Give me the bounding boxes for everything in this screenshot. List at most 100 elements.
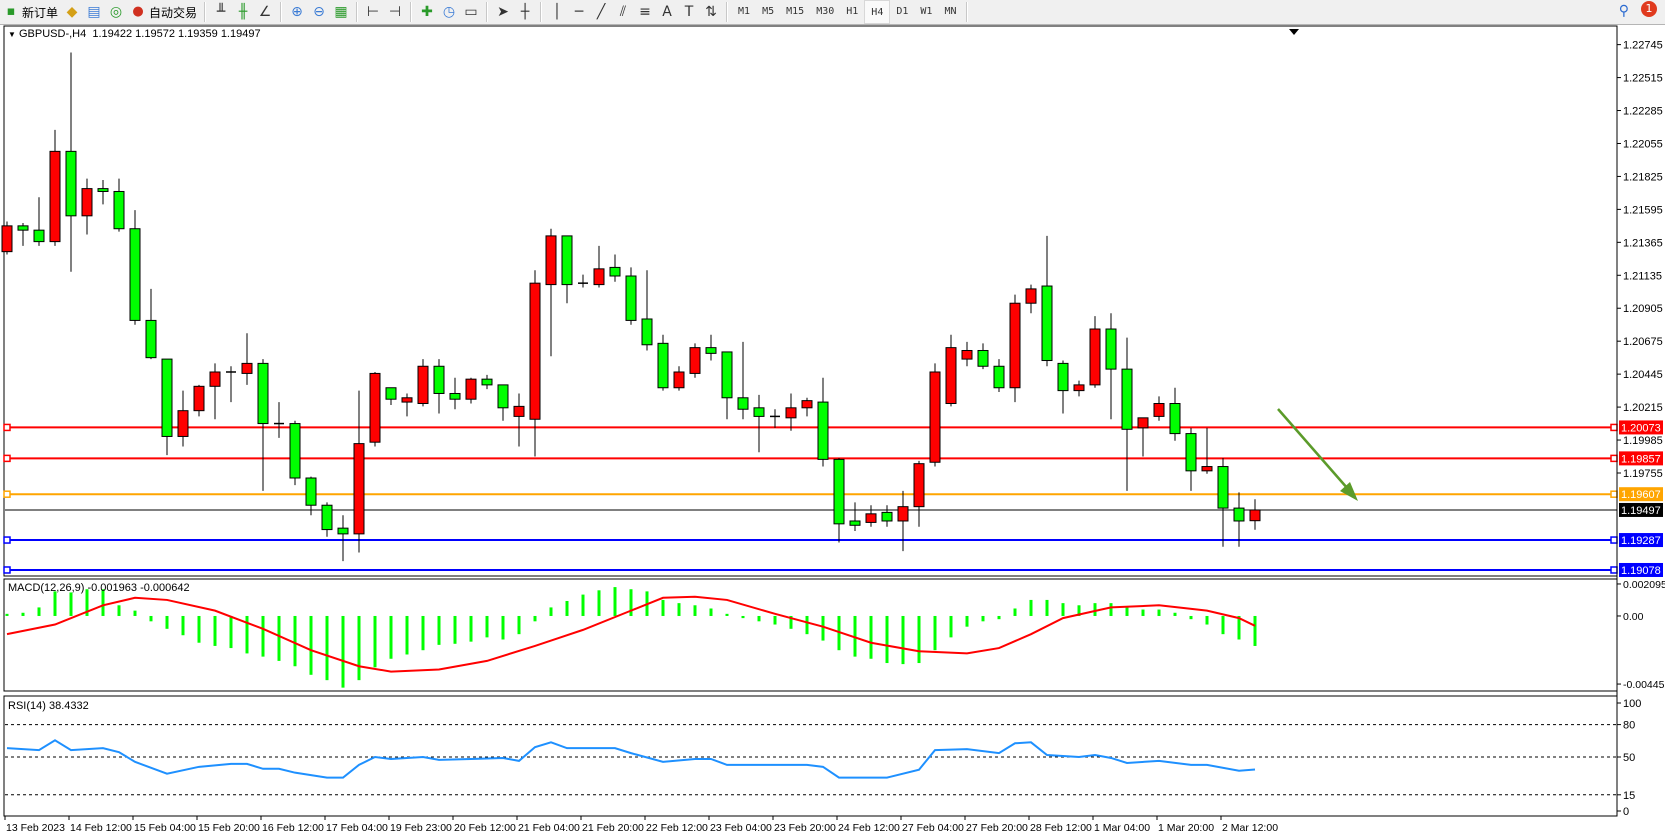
candle-body[interactable] [945,347,957,405]
candle-body[interactable] [513,405,525,417]
candle-body[interactable] [1041,285,1053,362]
candle-body[interactable] [481,378,493,386]
candle-body[interactable] [689,347,701,374]
candle-body[interactable] [1,225,13,253]
candle-body[interactable] [113,190,125,230]
candle-body[interactable] [529,282,541,420]
candle-body[interactable] [641,318,653,346]
candle-body[interactable] [145,319,157,359]
trendline-icon[interactable]: ╱ [596,4,606,20]
candle-body[interactable] [801,400,813,409]
candle-body[interactable] [305,477,317,506]
candle-body[interactable] [385,387,397,400]
candle-body[interactable] [369,372,381,443]
candle-body[interactable] [977,349,989,367]
level-handle-icon[interactable] [3,423,11,432]
bar-chart-icon[interactable]: ╨ [216,4,226,20]
templates-icon[interactable]: ▭ [464,4,478,20]
horizontal-line-icon[interactable]: ─ [574,4,584,20]
timeframe-w1[interactable]: W1 [920,5,933,17]
timeframe-d1[interactable]: D1 [896,5,909,17]
candle-body[interactable] [833,458,845,525]
candle-body[interactable] [97,188,109,192]
candle-body[interactable] [81,188,93,217]
equidistant-channel-icon[interactable]: ⫽ [619,4,627,20]
candle-body[interactable] [673,371,685,389]
candle-body[interactable] [449,392,461,400]
candle-body[interactable] [465,378,477,400]
candle-body[interactable] [1233,507,1245,522]
collapse-triangle-icon[interactable]: ▼ [8,30,16,39]
candle-body[interactable] [881,511,893,522]
candle-body[interactable] [209,371,221,387]
candle-body[interactable] [657,342,669,389]
candle-body[interactable] [609,266,621,277]
candle-body[interactable] [241,362,253,374]
arrows-icon[interactable]: ⇅ [705,4,717,20]
crosshair-icon[interactable]: ┼ [520,4,530,20]
candle-body[interactable] [401,397,413,403]
level-handle-icon[interactable] [1610,423,1618,432]
candle-body[interactable] [337,527,349,535]
timeframe-m30[interactable]: M30 [816,5,835,17]
candle-body[interactable] [753,407,765,417]
candle-body[interactable] [33,229,45,243]
timeframe-mn[interactable]: MN [944,5,957,17]
candle-body[interactable] [129,228,141,321]
candle-body[interactable] [1009,302,1021,389]
vertical-line-icon[interactable]: │ [552,4,562,20]
candle-body[interactable] [561,235,573,286]
candle-body[interactable] [993,365,1005,389]
level-handle-icon[interactable] [3,490,11,498]
auto-scroll-icon[interactable]: ⊢ [366,4,380,20]
cursor-icon[interactable]: ➤ [497,4,509,20]
level-handle-icon[interactable] [3,454,11,463]
level-handle-icon[interactable] [1610,454,1618,463]
chart-shift-marker-icon[interactable] [1289,29,1299,35]
candle-body[interactable] [433,365,445,394]
tile-windows-icon[interactable]: ▦ [334,4,348,20]
candle-body[interactable] [625,275,637,321]
candle-body[interactable] [705,347,717,354]
level-handle-icon[interactable] [3,536,11,544]
candle-body[interactable] [1057,362,1069,392]
candle-body[interactable] [817,401,829,460]
candle-body[interactable] [849,520,861,526]
candle-body[interactable] [1169,403,1181,435]
candle-body[interactable] [1137,417,1149,429]
navigator-icon[interactable]: ◎ [109,4,123,20]
candle-body[interactable] [353,443,365,535]
candle-body[interactable] [1089,328,1101,386]
candle-body[interactable] [961,349,973,360]
candle-body[interactable] [545,235,557,286]
timeframe-m1[interactable]: M1 [738,5,751,17]
candle-body[interactable] [737,397,749,410]
candle-body[interactable] [193,385,205,412]
trend-arrow-shaft[interactable] [1277,408,1356,498]
chart-shift-icon[interactable]: ⊣ [388,4,402,20]
trend-arrow-head-icon[interactable] [1340,482,1358,501]
candle-body[interactable] [497,384,509,409]
indicators-icon[interactable]: ✚ [421,4,433,20]
notification-badge[interactable]: 1 [1641,1,1657,17]
candle-body[interactable] [65,150,77,217]
candle-body[interactable] [785,407,797,419]
candle-body[interactable] [897,506,909,522]
candle-body[interactable] [1073,384,1085,392]
candle-body[interactable] [1217,466,1229,509]
candle-body[interactable] [161,358,173,437]
text-icon[interactable]: A [662,4,672,20]
search-icon[interactable]: ⚲ [1618,3,1629,19]
new-order-button[interactable]: ▪ 新订单 [0,1,61,23]
zoom-out-icon[interactable]: ⊖ [313,4,325,20]
candle-body[interactable] [1185,433,1197,472]
candle-body[interactable] [865,513,877,523]
candle-body[interactable] [1105,328,1117,370]
candle-body[interactable] [1201,466,1213,472]
candle-body[interactable] [289,423,301,479]
candle-body[interactable] [929,371,941,463]
chart-window[interactable]: 1.22745 1.22515 1.22285 1.22055 1.21825 1.215… [0,25,1665,839]
level-handle-icon[interactable] [1610,566,1618,574]
line-chart-icon[interactable]: ∠ [258,4,272,20]
candle-body[interactable] [177,410,189,437]
